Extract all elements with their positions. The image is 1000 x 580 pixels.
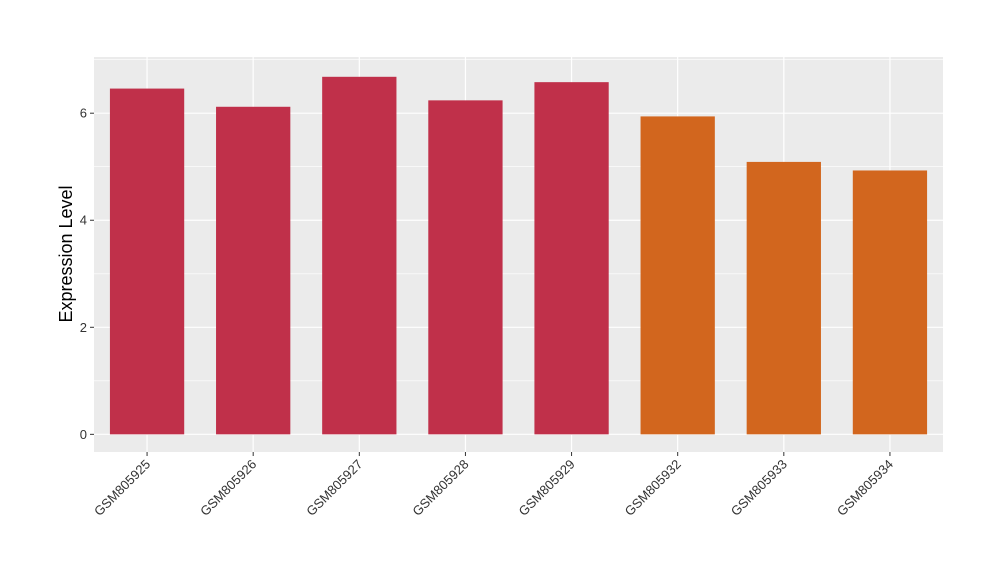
x-tick-label: GSM805928: [409, 457, 471, 519]
y-tick-label: 0: [80, 427, 87, 442]
bar: [640, 116, 715, 435]
x-tick-label: GSM805932: [622, 457, 684, 519]
x-tick-label: GSM805926: [197, 457, 259, 519]
bar: [428, 100, 503, 435]
x-tick-label: GSM805929: [515, 457, 577, 519]
bar: [322, 76, 397, 435]
x-tick-label: GSM805934: [834, 457, 896, 519]
y-tick-label: 2: [80, 320, 87, 335]
y-tick-label: 4: [80, 213, 87, 228]
y-tick-label: 6: [80, 106, 87, 121]
bar: [216, 106, 291, 435]
x-axis: GSM805925 GSM805926 GSM805927 GSM805928 GSM8…: [91, 452, 896, 519]
bar: [852, 170, 928, 435]
bars: [109, 76, 928, 435]
x-tick-label: GSM805933: [728, 457, 790, 519]
bar: [109, 88, 185, 435]
bar: [746, 161, 821, 435]
x-tick-label: GSM805925: [91, 457, 153, 519]
bar: [534, 82, 609, 435]
y-axis: 0 2 4 6: [80, 106, 94, 442]
y-axis-title: Expression Level: [56, 185, 76, 322]
x-tick-label: GSM805927: [303, 457, 365, 519]
